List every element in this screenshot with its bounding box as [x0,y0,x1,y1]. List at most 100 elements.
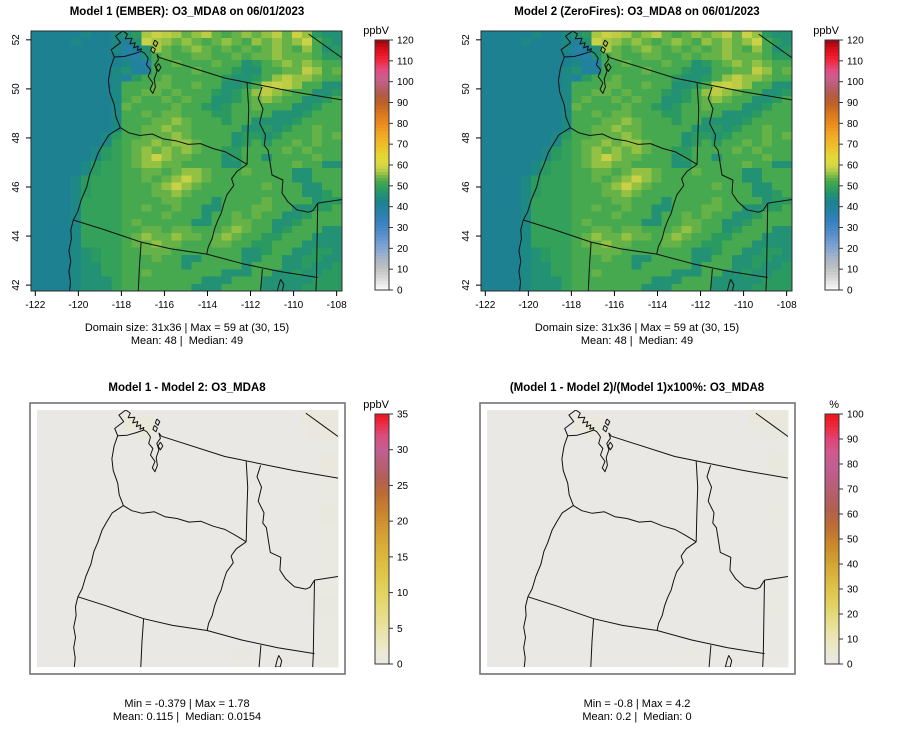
border-island_c [154,418,161,426]
colorbar-tick-label: 30 [847,585,859,596]
x-tick-label: -120 [518,300,538,311]
colorbar-tick-label: 60 [847,161,859,172]
map-borders-layer [518,31,792,291]
colorbar-tick-label: 120 [397,36,414,47]
border-mt_wy_border [314,576,338,581]
border-canada_border [159,57,342,101]
x-tick-label: -112 [691,300,711,311]
border-bc_inlets [122,31,142,52]
border-or_id_border [206,163,248,255]
colorbar-tick-label: 40 [397,202,409,213]
stats-line-1: Min = -0.8 | Max = 4.2 [583,698,691,710]
colorbar-tick-label: 70 [847,140,859,151]
stats-line-1: Min = -0.379 | Max = 1.78 [124,698,250,710]
border-line_42n [523,219,768,278]
x-axis: -122 -120 -118 -116 -114 -112 -110 -108 [25,291,347,311]
colorbar: 0 5 10 15 20 25 30 35 ppbV [363,399,408,671]
panel-model2-zerofires: -122 -120 -118 -116 -114 -112 -110 -108 42 44 46 48… [450,0,900,376]
colorbar: 0 10 20 30 40 50 60 70 80 90 100 110 120 ppbV [813,25,864,297]
border-coast [73,410,127,667]
x-tick-label: -116 [155,300,175,311]
border-id_wy_border [312,580,315,667]
border-bc_inlets [572,31,592,52]
border-ca_nv_border [140,618,145,667]
y-tick-label: 42 [11,279,22,291]
colorbar-tick-label: 30 [397,223,409,234]
y-tick-label: 48 [461,132,472,144]
border-bc_inlets [125,410,145,431]
map-plot-model1: -122 -120 -118 -116 -114 -112 -110 -108 42 44 46 48… [11,25,414,311]
colorbar-unit-label: ppbV [363,25,389,37]
colorbar-tick-label: 25 [397,481,409,492]
panel-percent-difference: 0 10 20 30 40 50 60 70 80 90 100% (Model 1 - Model… [450,376,900,752]
map-plot-model2: -122 -120 -118 -116 -114 -112 -110 -108 42 44 46 48… [461,25,864,311]
border-ca_nv_border [137,242,142,291]
border-nv_ut_border [258,645,262,667]
colorbar-tick-label: 10 [847,635,859,646]
colorbar-tick-label: 90 [397,98,409,109]
y-tick-label: 48 [11,132,22,144]
border-wa_or_border [570,127,698,165]
border-juan_de_fuca [564,50,596,58]
map-plot-percent-difference: 0 10 20 30 40 50 60 70 80 90 100% [479,399,864,675]
colorbar-tick-label: 50 [847,181,859,192]
border-island_b [605,63,612,72]
border-wa_or_border [123,505,247,543]
panel-title: Model 2 (ZeroFires): O3_MDA8 on 06/01/20… [514,6,760,18]
panel-title: Model 1 (EMBER): O3_MDA8 on 06/01/2023 [69,6,305,18]
colorbar-tick-label: 0 [397,660,403,671]
stats-line-2: Mean: 48 | Median: 49 [580,335,694,347]
border-bc_ab_border [308,33,342,59]
x-tick-label: -122 [25,300,45,311]
colorbar-tick-label: 40 [847,560,859,571]
colorbar-tick-label: 0 [847,286,853,297]
border-canada_border [609,57,792,101]
y-tick-label: 52 [461,34,472,46]
panel-difference: 0 5 10 15 20 25 30 35 ppbV Model 1 - Model 2: O3… [0,376,450,752]
x-tick-label: -116 [605,300,625,311]
colorbar-tick-label: 100 [397,77,414,88]
x-tick-label: -108 [777,300,797,311]
colorbar-tick-label: 50 [397,181,409,192]
y-axis: 42 44 46 48 50 52 [11,34,31,291]
raster-layer [31,31,343,292]
border-bear_lake [274,655,283,667]
border-juan_de_fuca [567,429,598,437]
y-tick-label: 44 [461,230,472,242]
stats-line-2: Mean: 0.2 | Median: 0 [582,711,692,723]
border-coast [523,410,577,667]
border-island_a [152,425,158,433]
border-line_42n [77,596,315,655]
colorbar-tick-label: 5 [397,624,403,635]
border-island_c [152,39,159,48]
border-puget_sound [146,431,162,473]
border-bear_lake [276,279,285,291]
x-axis: -122 -120 -118 -116 -114 -112 -110 -108 [475,291,797,311]
border-ca_nv_border [587,242,592,291]
border-puget_sound [594,53,610,94]
border-puget_sound [144,53,160,94]
colorbar-tick-label: 10 [847,265,859,276]
y-tick-label: 50 [461,83,472,95]
border-id_mt_border [256,465,315,590]
colorbar-tick-label: 70 [397,140,409,151]
border-wa_id_border [695,461,699,542]
raster-layer [481,31,793,292]
x-tick-label: -114 [198,300,218,311]
border-coast [518,31,573,291]
border-bear_lake [726,279,735,291]
stats-line-1: Domain size: 31x36 | Max = 59 at (30, 15… [84,322,290,334]
colorbar-tick-label: 20 [847,244,859,255]
colorbar-tick-label: 20 [847,610,859,621]
border-nv_ut_border [710,268,713,291]
colorbar: 0 10 20 30 40 50 60 70 80 90 100% [824,399,864,671]
border-bear_lake [724,655,733,667]
colorbar-unit-label: ppbV [813,25,839,37]
colorbar-tick-label: 100 [847,410,864,421]
map-plot-difference: 0 5 10 15 20 25 30 35 ppbV [29,399,409,675]
border-wa_or_border [573,505,697,543]
border-coast [68,31,123,291]
border-island_a [150,46,156,54]
border-id_wy_border [765,203,769,291]
colorbar-tick-label: 50 [847,535,859,546]
